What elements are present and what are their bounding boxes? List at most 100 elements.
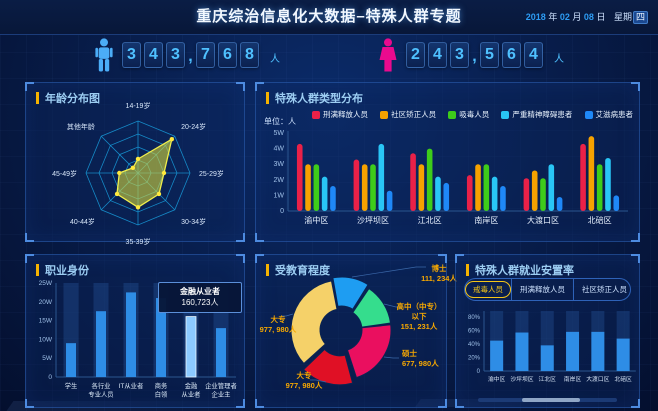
bar — [490, 340, 504, 371]
bar — [613, 195, 620, 211]
header: 重庆综治信息化大数据–特殊人群专题 2018 年 02 月 08 日 星期四 — [0, 0, 658, 35]
pie-slice-label: 977, 980人 — [260, 325, 297, 334]
digit-separator: , — [188, 48, 193, 65]
category-label: 渝中区 — [304, 215, 328, 225]
horizontal-scrollbar[interactable] — [478, 398, 617, 402]
bar — [353, 159, 360, 211]
employment-tab-label: 刑满释放人员 — [520, 285, 565, 294]
panel-education-level: 受教育程度 博士 111, 234人 高中（中专） 以下 151, 231人 硕士 677,… — [255, 254, 458, 408]
employment-tab[interactable]: 戒毒人员 — [465, 279, 511, 300]
bar — [540, 345, 554, 371]
bar — [435, 176, 441, 211]
panel-title-text: 特殊人群就业安置率 — [475, 265, 574, 277]
bar — [66, 343, 76, 377]
y-tick-label: 0 — [48, 374, 52, 381]
y-tick-label: 80% — [468, 315, 481, 321]
panel-title-text: 年龄分布图 — [45, 93, 100, 105]
legend-item[interactable]: 社区矫正人员 — [380, 109, 436, 120]
employment-tab[interactable]: 刑满释放人员 — [511, 279, 573, 300]
date-day-unit: 日 — [596, 12, 606, 22]
panel-title: 特殊人群类型分布 — [256, 83, 639, 108]
panel-corner — [455, 399, 464, 408]
legend-item[interactable]: 刑满释放人员 — [312, 109, 368, 120]
bar — [588, 136, 595, 211]
bar — [548, 164, 555, 211]
bar — [370, 164, 376, 211]
scrollbar-thumb[interactable] — [522, 398, 580, 402]
radar-data-point — [169, 136, 175, 142]
panel-corner — [631, 399, 640, 408]
category-label: 大渡口区 — [586, 375, 609, 383]
category-label: 专业人员 — [88, 390, 113, 399]
y-tick-label: 5W — [42, 355, 53, 362]
y-tick-label: 60% — [468, 329, 481, 335]
y-tick-label: 20W — [39, 299, 53, 306]
category-label: 大渡口区 — [527, 215, 559, 225]
digit-box: 6 — [502, 42, 521, 68]
bar — [475, 164, 481, 211]
title-accent-bar — [266, 264, 269, 276]
weekday-label: 星期 — [613, 12, 632, 22]
age-radar-chart: 14-19岁 20-24岁 25-29岁 30-34岁 35-39岁 40-44岁 45-4… — [52, 101, 224, 246]
category-label: 沙坪坝区 — [357, 216, 389, 225]
y-tick-label: 0 — [280, 208, 284, 215]
employment-bar-chart: 0 20% 40% 60% 80% 渝中区 沙坪坝区 江北区 南岸区 大渡口区 北碚区 — [468, 311, 636, 383]
category-label: 南岸区 — [564, 375, 582, 383]
y-tick-label: 2W — [274, 177, 285, 184]
radar-data-point — [117, 170, 122, 176]
employment-tab-group: 戒毒人员 刑满释放人员 社区矫正人员 — [464, 278, 631, 301]
bar — [515, 332, 529, 371]
radar-axis-label: 14-19岁 — [126, 101, 151, 110]
panel-occupation: 职业身份 金融从业者 160,723人 0 5W 10W 15W 20W 25W 学生 各行业… — [25, 254, 245, 408]
date-month-unit: 月 — [572, 12, 582, 22]
category-label: 商务 — [155, 381, 168, 390]
tooltip-series-label: 金融从业者 — [180, 287, 220, 296]
digit-separator: , — [472, 48, 477, 65]
bar — [296, 143, 303, 211]
digit-box: 3 — [450, 42, 469, 68]
pie-slice — [290, 280, 338, 365]
pie-slice-label: 高中（中专） — [397, 301, 442, 311]
tooltip-value: 160,723人 — [181, 298, 219, 307]
panel-title: 职业身份 — [26, 255, 244, 280]
panel-age-distribution: 年龄分布图 14-19岁 20-24岁 25-29岁 30-34岁 35-39岁 40-4… — [25, 82, 245, 246]
category-label: 金融 — [185, 381, 198, 390]
radar-data-point — [114, 191, 120, 197]
legend-item[interactable]: 严重精神障碍患者 — [501, 109, 572, 120]
panel-title-text: 受教育程度 — [275, 265, 330, 277]
category-label: 学生 — [65, 381, 78, 390]
bar — [466, 175, 473, 211]
bar — [556, 196, 563, 211]
category-label: 企业主 — [212, 390, 231, 399]
category-label: 白领 — [155, 390, 168, 399]
bar — [378, 143, 385, 211]
date-year: 2018 — [525, 12, 546, 22]
pie-slice — [352, 287, 392, 328]
y-tick-label: 4W — [274, 146, 285, 153]
radar-data-point — [161, 170, 167, 176]
legend-item[interactable]: 吸毒人员 — [448, 109, 489, 120]
y-tick-label: 10W — [39, 336, 53, 343]
pie-slice — [302, 348, 354, 386]
radar-axis-label: 35-39岁 — [126, 237, 151, 246]
legend-item[interactable]: 艾滋病患者 — [584, 109, 633, 120]
bar — [531, 170, 538, 211]
bar — [313, 164, 320, 211]
digit-box: 4 — [428, 42, 447, 68]
radar-data-point — [130, 165, 136, 171]
digit-box: 3 — [166, 42, 185, 68]
bar — [410, 153, 416, 211]
bar — [185, 316, 197, 378]
legend-label: 严重精神障碍患者 — [512, 110, 573, 119]
bar — [418, 164, 425, 211]
pie-slice-label: 博士 — [432, 263, 447, 273]
bar — [616, 338, 630, 371]
y-tick-label: 3W — [274, 161, 285, 168]
title-accent-bar — [36, 264, 39, 276]
y-tick-label: 40% — [468, 342, 481, 348]
employment-tab[interactable]: 社区矫正人员 — [573, 279, 635, 300]
